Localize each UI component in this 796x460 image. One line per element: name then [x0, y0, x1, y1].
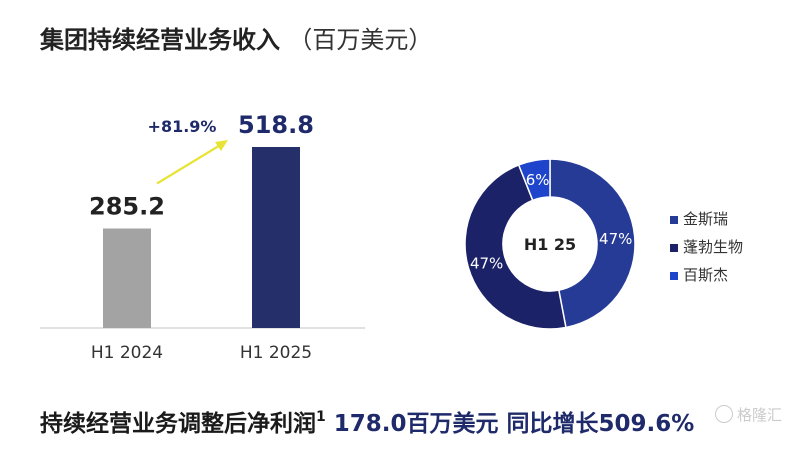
legend-label-1: 金斯瑞	[683, 210, 728, 228]
watermark: 格隆汇	[714, 404, 782, 425]
bar-category-label-1: H1 2024	[91, 343, 163, 363]
growth-annotation: +81.9%	[148, 117, 217, 136]
donut-center-label: H1 25	[524, 235, 576, 254]
bar-category-label-2: H1 2025	[240, 343, 312, 363]
donut-slice-label-3: 6%	[526, 171, 550, 189]
footer-highlight: 178.0百万美元 同比增长509.6%	[333, 411, 695, 437]
watermark-logo-icon	[714, 405, 733, 423]
bar-value-label-1: 285.2	[89, 192, 165, 220]
legend-label-3: 百斯杰	[683, 266, 728, 284]
bar-2	[252, 147, 300, 328]
footer-net-profit: 持续经营业务调整后净利润1 178.0百万美元 同比增长509.6%	[40, 404, 694, 438]
bar-value-label-2: 518.8	[238, 111, 314, 139]
donut-slice-label-1: 47%	[599, 230, 632, 248]
donut-slice-2	[464, 163, 567, 330]
legend-swatch-1	[670, 216, 678, 224]
legend-label-2: 蓬勃生物	[683, 238, 743, 256]
bar-1	[103, 228, 151, 328]
watermark-text: 格隆汇	[736, 406, 782, 424]
title-unit: （百万美元）	[288, 26, 433, 54]
donut-slice-1	[549, 158, 636, 329]
footer-footnote-marker: 1	[316, 409, 326, 425]
legend-swatch-2	[670, 244, 678, 252]
legend-swatch-3	[670, 272, 678, 280]
growth-arrow-line	[156, 143, 223, 185]
growth-arrow-head	[215, 140, 228, 151]
donut-slice-3	[517, 158, 551, 202]
donut-slice-label-2: 47%	[470, 254, 503, 272]
page-title: 集团持续经营业务收入 （百万美元）	[40, 20, 432, 55]
title-main: 集团持续经营业务收入	[40, 26, 280, 54]
footer-lead: 持续经营业务调整后净利润	[40, 411, 316, 437]
